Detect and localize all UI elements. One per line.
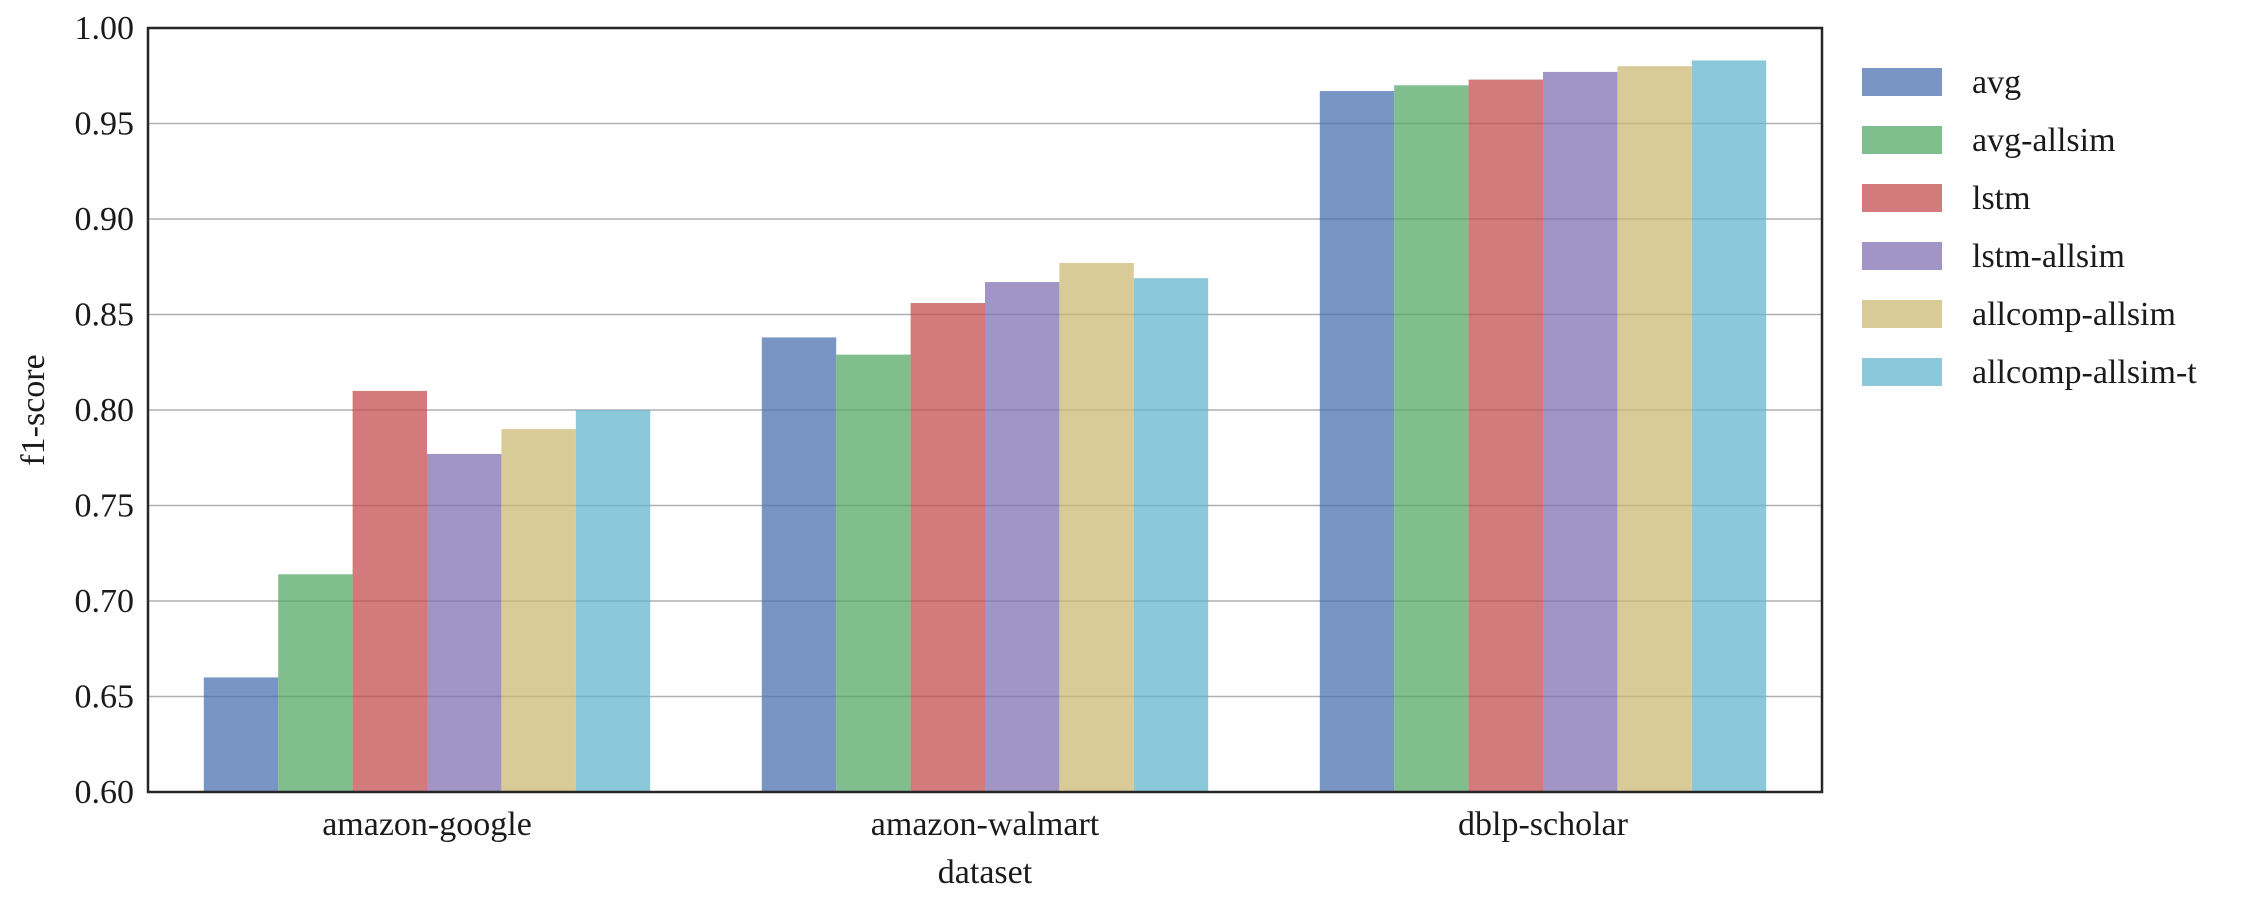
bar-lstm [1468, 79, 1543, 792]
bar-allcomp-allsim-t [1133, 278, 1209, 793]
y-tick-label: 0.85 [75, 297, 135, 334]
bar-avg-allsim [278, 574, 353, 792]
bar-lstm-allsim [985, 282, 1060, 792]
legend-label: allcomp-allsim-t [1972, 354, 2197, 391]
bar-lstm-allsim [427, 453, 502, 792]
bar-lstm-allsim [1543, 71, 1618, 793]
legend-label: allcomp-allsim [1972, 296, 2176, 333]
x-tick-label: amazon-walmart [871, 806, 1100, 843]
bar-lstm [352, 390, 427, 792]
bar-avg-allsim [1394, 85, 1469, 793]
bars [203, 60, 1767, 793]
legend-label: avg [1972, 64, 2021, 101]
bar-allcomp-allsim [1059, 262, 1134, 792]
legend-swatch [1862, 126, 1942, 154]
bar-allcomp-allsim [1617, 66, 1692, 792]
x-axis-ticks: amazon-google amazon-walmart dblp-scholar [322, 806, 1628, 843]
bar-lstm [910, 303, 985, 792]
y-tick-label: 0.80 [75, 392, 135, 429]
y-tick-label: 0.75 [75, 488, 135, 525]
y-tick-label: 0.70 [75, 583, 135, 620]
legend-label: lstm [1972, 180, 2031, 217]
legend: avg avg-allsim lstm lstm-allsim allcomp-alls… [1862, 64, 2197, 391]
legend-swatch [1862, 184, 1942, 212]
y-axis-ticks: 0.60 0.65 0.70 0.75 0.80 0.85 0.90 0.95 1.00 [75, 10, 135, 811]
bar-avg [761, 337, 837, 792]
legend-label: avg-allsim [1972, 122, 2116, 159]
x-tick-label: amazon-google [322, 806, 532, 843]
bar-allcomp-allsim-t [575, 410, 651, 792]
y-tick-label: 0.95 [75, 106, 135, 143]
bar-avg [1319, 91, 1395, 792]
bar-avg-allsim [836, 354, 911, 792]
x-axis-label: dataset [938, 854, 1033, 891]
legend-swatch [1862, 358, 1942, 386]
y-tick-label: 0.65 [75, 679, 135, 716]
legend-label: lstm-allsim [1972, 238, 2125, 275]
plot-frame [146, 26, 1824, 794]
legend-swatch [1862, 242, 1942, 270]
y-axis-label: f1-score [15, 354, 52, 465]
y-tick-label: 1.00 [75, 10, 135, 47]
bar-avg [203, 677, 279, 792]
y-tick-label: 0.90 [75, 201, 135, 238]
legend-swatch [1862, 300, 1942, 328]
bar-allcomp-allsim [501, 429, 576, 792]
legend-swatch [1862, 68, 1942, 96]
y-tick-label: 0.60 [75, 774, 135, 811]
bar-allcomp-allsim-t [1691, 60, 1767, 793]
x-tick-label: dblp-scholar [1458, 806, 1629, 843]
